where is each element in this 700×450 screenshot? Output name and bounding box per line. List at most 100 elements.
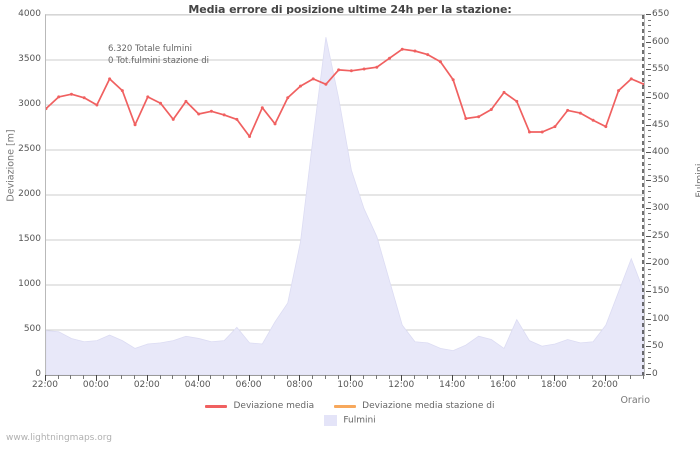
data-point-marker — [502, 90, 506, 94]
x-axis-tick-mark — [477, 375, 479, 379]
x-axis-tick-mark — [83, 375, 85, 379]
y-axis-right-minor-tick — [648, 163, 651, 165]
y-axis-left-tick: 2500 — [18, 144, 41, 154]
data-point-marker — [515, 99, 519, 103]
x-axis-tick-mark — [350, 375, 352, 381]
data-point-marker — [69, 92, 73, 96]
x-axis-tick-mark — [363, 375, 365, 379]
x-axis-tick-mark — [490, 375, 492, 379]
legend-label: Deviazione media — [233, 401, 315, 412]
y-axis-right-tick-mark — [646, 124, 651, 126]
y-axis-right-minor-tick — [648, 368, 651, 370]
x-axis-tick-mark — [566, 375, 568, 379]
y-axis-right-minor-tick — [648, 47, 651, 49]
data-point-marker — [477, 115, 481, 119]
x-axis-tick-mark — [146, 375, 148, 381]
data-point-marker — [349, 69, 353, 73]
y-axis-right-label: Fulmini — [694, 163, 700, 198]
x-axis-tick-mark — [312, 375, 314, 379]
x-axis-tick-mark — [503, 375, 505, 381]
x-axis-tick-mark — [604, 375, 606, 381]
x-axis-tick-mark — [401, 375, 403, 381]
data-point-marker — [438, 60, 442, 64]
deviation-data-point-markers — [46, 47, 644, 138]
data-point-marker — [286, 96, 290, 100]
data-point-marker — [375, 65, 379, 69]
y-axis-right-minor-tick — [648, 224, 651, 226]
x-axis-tick-mark — [235, 375, 237, 379]
data-point-marker — [388, 56, 392, 60]
x-axis-tick-mark — [553, 375, 555, 381]
y-axis-right-tick: 450 — [652, 119, 670, 130]
data-point-marker — [235, 117, 239, 121]
y-axis-right-tick: 100 — [652, 313, 670, 324]
data-point-marker — [337, 68, 341, 72]
x-axis-tick-mark — [375, 375, 377, 379]
y-axis-right-minor-tick — [648, 130, 651, 132]
x-axis-tick-mark — [426, 375, 428, 379]
x-axis-tick-mark — [630, 375, 632, 379]
y-axis-left-tick: 3500 — [18, 54, 41, 64]
legend-label: Fulmini — [343, 415, 376, 426]
x-axis-tick: 22:00 — [32, 380, 58, 390]
x-axis-tick: 12:00 — [388, 380, 415, 390]
y-axis-right-minor-tick — [648, 257, 651, 259]
lightning-area-series — [46, 37, 644, 375]
x-axis-tick-mark — [452, 375, 454, 381]
data-point-marker — [629, 77, 633, 81]
x-axis-tick-mark — [95, 375, 97, 381]
legend-item[interactable]: Deviazione media stazione di — [334, 401, 495, 412]
x-axis-tick-mark — [643, 375, 644, 379]
x-axis-tick-mark — [261, 375, 263, 379]
legend-item[interactable]: Fulmini — [324, 415, 376, 426]
y-axis-right-tick: 50 — [652, 341, 664, 352]
data-point-marker — [222, 113, 226, 117]
y-axis-right-minor-tick — [648, 25, 651, 27]
legend-item[interactable]: Deviazione media — [205, 401, 314, 412]
y-axis-right-tick-mark — [646, 207, 651, 209]
data-point-marker — [578, 111, 582, 115]
y-axis-right-tick: 400 — [652, 147, 670, 158]
x-axis-tick-mark — [388, 375, 390, 379]
data-point-marker — [209, 109, 213, 113]
y-axis-right-minor-tick — [648, 102, 651, 104]
y-axis-right-minor-tick — [648, 191, 651, 193]
data-point-marker — [260, 106, 264, 110]
y-axis-right-minor-tick — [648, 213, 651, 215]
y-axis-right-minor-tick — [648, 340, 651, 342]
y-axis-right-minor-tick — [648, 335, 651, 337]
x-axis-tick-mark — [274, 375, 276, 379]
data-point-marker — [400, 47, 404, 51]
y-axis-right-minor-tick — [648, 91, 651, 93]
x-axis-label: Orario — [620, 395, 650, 406]
x-axis-tick: 10:00 — [337, 380, 364, 390]
data-point-marker — [159, 101, 163, 105]
data-point-marker — [566, 108, 570, 112]
data-point-marker — [553, 125, 557, 129]
y-axis-right-minor-tick — [648, 52, 651, 54]
data-point-marker — [197, 112, 201, 116]
annotation-station-strokes: 0 Tot.fulmini stazione di — [108, 56, 209, 66]
data-point-marker — [171, 117, 175, 121]
x-axis-tick-mark — [528, 375, 530, 379]
y-axis-right-minor-tick — [648, 185, 651, 187]
data-point-marker — [604, 125, 608, 129]
data-point-marker — [184, 99, 188, 103]
y-axis-left-tick: 3000 — [18, 99, 41, 109]
y-axis-right-tick-mark — [646, 290, 651, 292]
legend-row-primary: Deviazione media Deviazione media stazion… — [0, 396, 700, 412]
y-axis-right-minor-tick — [648, 30, 651, 32]
y-axis-right-tick: 0 — [652, 369, 658, 379]
y-axis-right-minor-tick — [648, 285, 651, 287]
x-axis-tick-mark — [464, 375, 466, 379]
plot-svg — [46, 15, 644, 375]
y-axis-right-minor-tick — [648, 119, 651, 121]
y-axis-right-minor-tick — [648, 279, 651, 281]
x-axis-tick-mark — [286, 375, 288, 379]
x-axis-tick-mark — [108, 375, 110, 379]
y-axis-right-minor-tick — [648, 169, 651, 171]
data-point-marker — [426, 53, 430, 57]
y-axis-right-minor-tick — [648, 113, 651, 115]
data-point-marker — [451, 78, 455, 82]
y-axis-right-tick-mark — [646, 180, 651, 182]
